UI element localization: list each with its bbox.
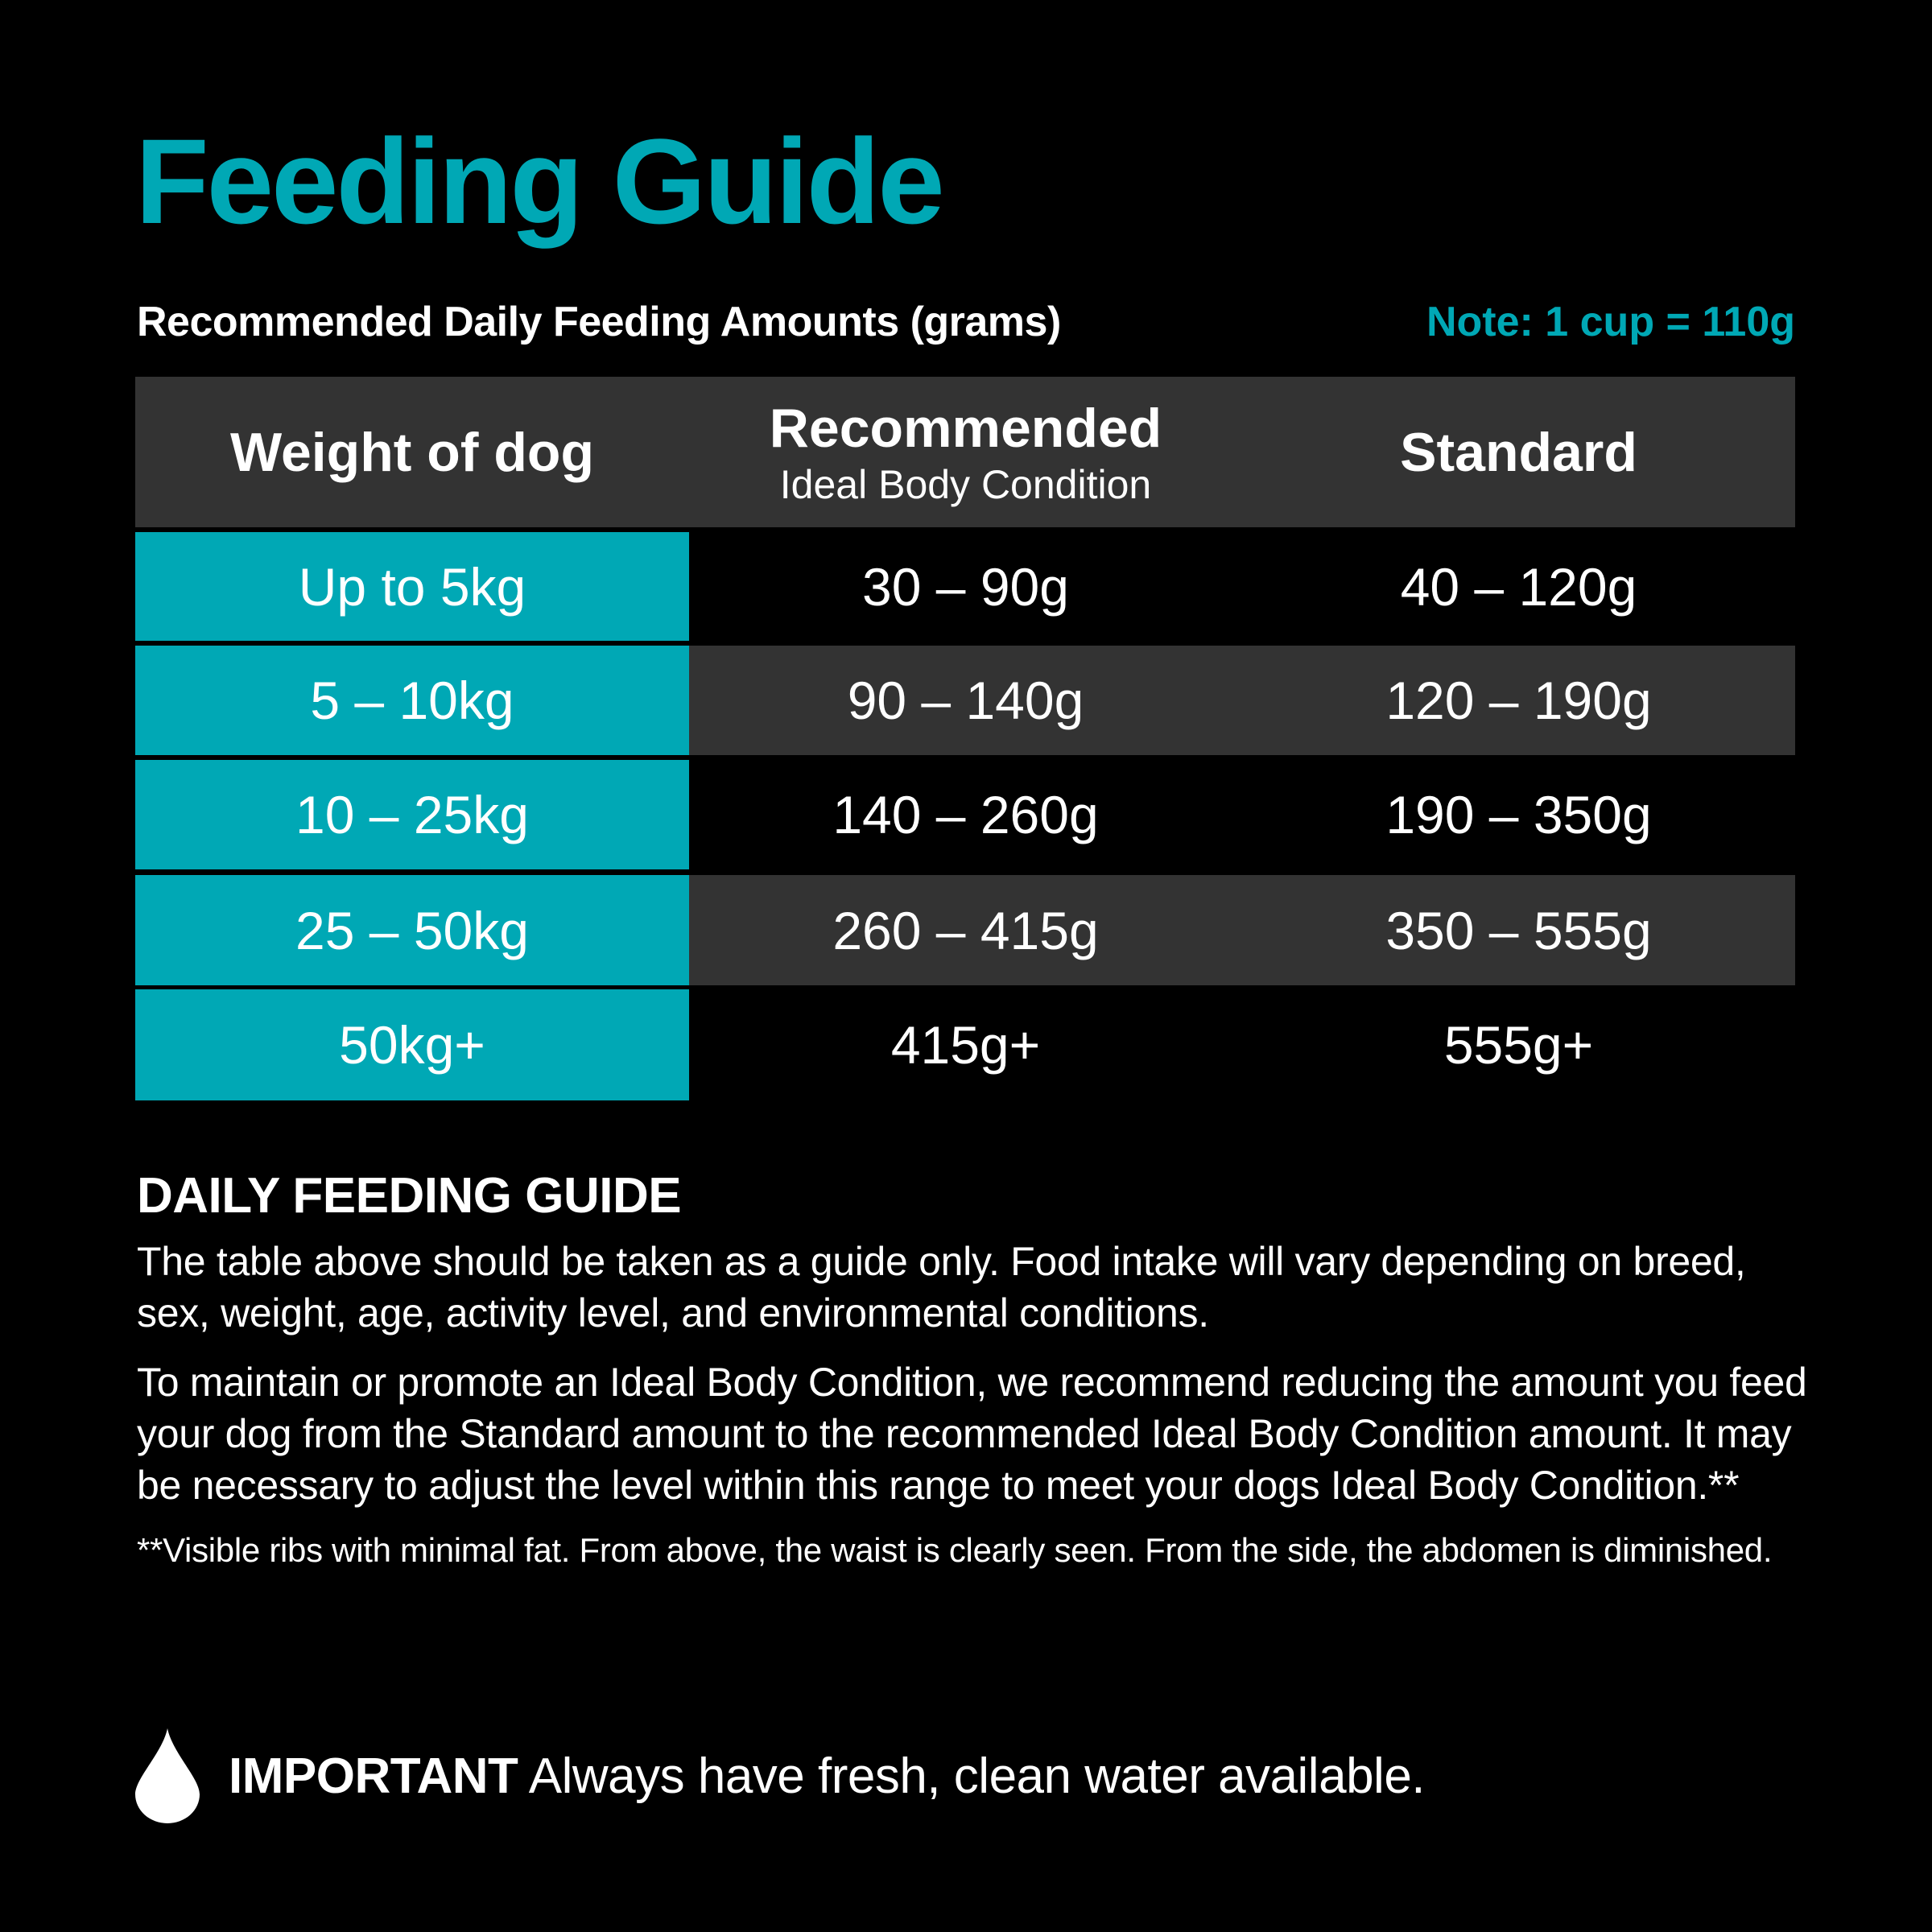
page-title: Feeding Guide bbox=[135, 114, 945, 249]
recommended-cell: 260 – 415g bbox=[689, 875, 1242, 985]
standard-cell: 120 – 190g bbox=[1242, 646, 1795, 755]
header-weight: Weight of dog bbox=[135, 377, 689, 527]
weight-cell: 25 – 50kg bbox=[135, 875, 689, 985]
cell-value: 50kg+ bbox=[339, 1015, 485, 1075]
recommended-cell: 90 – 140g bbox=[689, 646, 1242, 755]
cell-value: 190 – 350g bbox=[1385, 785, 1652, 844]
important-text: Always have fresh, clean water available… bbox=[518, 1748, 1426, 1804]
guide-heading: DAILY FEEDING GUIDE bbox=[137, 1168, 682, 1224]
cell-value: 260 – 415g bbox=[832, 900, 1099, 960]
cell-value: 120 – 190g bbox=[1385, 671, 1652, 730]
cell-value: 25 – 50kg bbox=[295, 900, 529, 960]
guide-paragraph: The table above should be taken as a gui… bbox=[137, 1239, 1746, 1335]
row-shade bbox=[689, 646, 1795, 755]
table-row: 25 – 50kg 260 – 415g 350 – 555g bbox=[135, 875, 1795, 985]
recommended-cell: 415g+ bbox=[689, 989, 1242, 1100]
cell-value: 40 – 120g bbox=[1400, 556, 1637, 617]
table-row: Up to 5kg 30 – 90g 40 – 120g bbox=[135, 532, 1795, 641]
header-standard: Standard bbox=[1242, 377, 1795, 527]
water-drop-icon bbox=[135, 1728, 200, 1823]
cell-value: 350 – 555g bbox=[1385, 900, 1652, 960]
cell-value: 90 – 140g bbox=[847, 671, 1084, 730]
header-recommended: Recommended Ideal Body Condition bbox=[689, 377, 1242, 527]
cell-value: Up to 5kg bbox=[298, 556, 526, 617]
cell-value: 555g+ bbox=[1443, 1015, 1594, 1075]
header-sublabel: Ideal Body Condition bbox=[779, 461, 1152, 507]
cell-value: 5 – 10kg bbox=[310, 671, 514, 730]
footnote: **Visible ribs with minimal fat. From ab… bbox=[137, 1531, 1773, 1569]
table-row: 10 – 25kg 140 – 260g 190 – 350g bbox=[135, 760, 1795, 869]
cell-value: 30 – 90g bbox=[862, 556, 1069, 617]
cell-value: 10 – 25kg bbox=[295, 785, 529, 844]
important-label: IMPORTANT bbox=[229, 1748, 518, 1804]
guide-paragraph: To maintain or promote an Ideal Body Con… bbox=[137, 1360, 1807, 1508]
table-row: 50kg+ 415g+ 555g+ bbox=[135, 989, 1795, 1100]
important-notice: IMPORTANT Always have fresh, clean water… bbox=[135, 1728, 1426, 1823]
recommended-cell: 30 – 90g bbox=[689, 532, 1242, 641]
daily-feeding-guide: DAILY FEEDING GUIDE The table above shou… bbox=[137, 1167, 1811, 1589]
header-label: Standard bbox=[1400, 421, 1637, 483]
weight-cell: 5 – 10kg bbox=[135, 646, 689, 755]
standard-cell: 190 – 350g bbox=[1242, 760, 1795, 869]
row-shade bbox=[689, 875, 1795, 985]
cell-value: 140 – 260g bbox=[832, 785, 1099, 844]
header-label: Weight of dog bbox=[230, 421, 594, 483]
standard-cell: 555g+ bbox=[1242, 989, 1795, 1100]
cell-value: 415g+ bbox=[890, 1015, 1041, 1075]
standard-cell: 350 – 555g bbox=[1242, 875, 1795, 985]
table-header: Weight of dog Recommended Ideal Body Con… bbox=[135, 377, 1795, 527]
subtitle: Recommended Daily Feeding Amounts (grams… bbox=[137, 299, 1061, 345]
recommended-cell: 140 – 260g bbox=[689, 760, 1242, 869]
weight-cell: 50kg+ bbox=[135, 989, 689, 1100]
header-label: Recommended bbox=[769, 397, 1162, 459]
table-row: 5 – 10kg 90 – 140g 120 – 190g bbox=[135, 646, 1795, 755]
standard-cell: 40 – 120g bbox=[1242, 532, 1795, 641]
weight-cell: Up to 5kg bbox=[135, 532, 689, 641]
cup-note: Note: 1 cup = 110g bbox=[1426, 299, 1795, 345]
weight-cell: 10 – 25kg bbox=[135, 760, 689, 869]
